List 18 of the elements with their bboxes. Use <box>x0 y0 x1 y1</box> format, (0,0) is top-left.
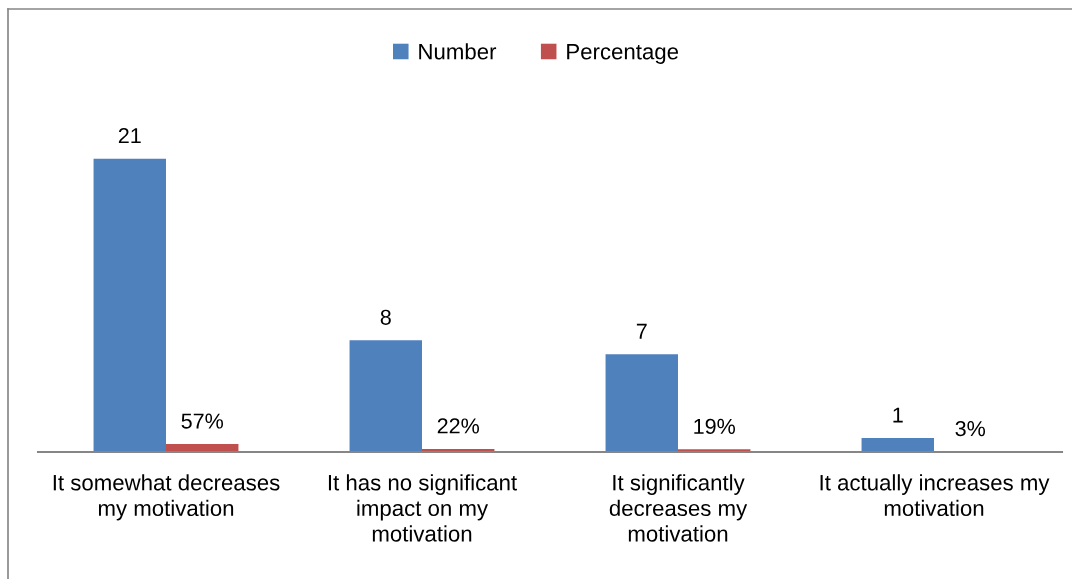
bar <box>349 340 422 452</box>
data-label: 21 <box>118 128 141 144</box>
x-tick-label: It significantly decreases my motivation <box>609 474 748 542</box>
x-tick-label: It has no significant impact on my motivation <box>328 474 517 542</box>
data-label: 8 <box>380 309 391 325</box>
data-label: 7 <box>636 323 647 339</box>
bar <box>861 438 934 452</box>
data-label: 57% <box>181 413 223 429</box>
legend-label: Number <box>419 43 497 60</box>
bar <box>93 158 166 452</box>
data-label: 19% <box>694 418 735 434</box>
x-tick-label: It actually increases my motivation <box>820 474 1050 517</box>
data-label: 1 <box>893 407 903 423</box>
legend-label: Percentage <box>567 43 679 64</box>
data-label: 22% <box>437 418 479 434</box>
data-label: 3% <box>955 420 986 437</box>
bar <box>605 354 678 452</box>
x-tick-label: It somewhat decreases my motivation <box>53 474 280 521</box>
